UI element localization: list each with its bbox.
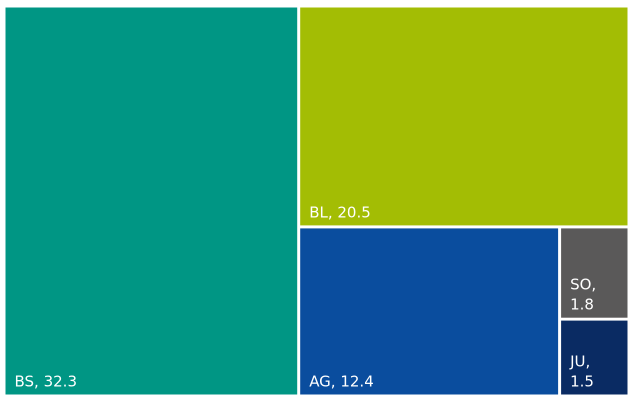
tile-label-ag: AG, 12.4 bbox=[309, 373, 374, 391]
tile-label-bl: BL, 20.5 bbox=[309, 203, 371, 221]
tile-label-ju: JU, 1.5 bbox=[569, 353, 594, 391]
treemap-labels: BS, 32.3 BL, 20.5 AG, 12.4 SO, 1.8 JU, 1.5 bbox=[15, 203, 597, 390]
tile-label-bs: BS, 32.3 bbox=[15, 373, 77, 391]
tile-bs bbox=[5, 7, 298, 395]
tile-label-so: SO, 1.8 bbox=[570, 276, 596, 314]
tile-ag bbox=[300, 228, 559, 395]
tile-bl bbox=[300, 7, 628, 226]
tile-ju bbox=[561, 320, 628, 395]
treemap-tiles bbox=[5, 7, 628, 395]
tile-so bbox=[561, 228, 628, 318]
